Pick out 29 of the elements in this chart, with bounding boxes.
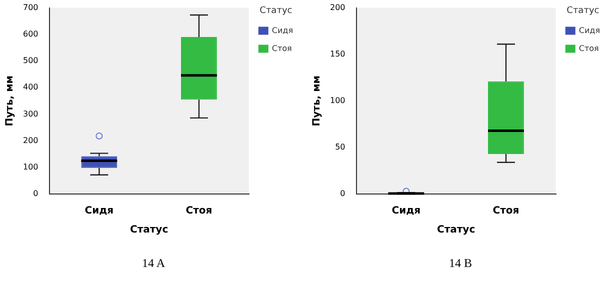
legend-label: Стоя	[272, 44, 292, 53]
legend-title: Статус	[566, 6, 600, 16]
y-axis-title: Путь, мм	[312, 76, 323, 126]
y-tick-label: 0	[33, 189, 38, 198]
x-axis-title: Статус	[130, 224, 168, 236]
y-tick-label: 0	[340, 189, 346, 198]
text: 14 B	[448, 256, 473, 271]
y-tick-label: 150	[330, 49, 346, 58]
y-tick-label: 200	[330, 2, 346, 12]
y-tick-label: 200	[22, 136, 38, 145]
y-axis-title: Путь, мм	[4, 76, 16, 126]
x-axis-title: Статус	[437, 224, 476, 236]
y-tick-label: 50	[335, 142, 346, 152]
text: 14 A	[140, 256, 166, 271]
legend-title: Статус	[260, 6, 292, 16]
legend-label: Сидя	[578, 26, 600, 35]
x-tick-label: Сидя	[84, 206, 114, 217]
y-tick-label: 400	[22, 82, 38, 92]
y-tick-label: 300	[22, 109, 38, 118]
legend-label: Сидя	[272, 26, 294, 35]
legend-label: Стоя	[578, 44, 600, 53]
x-tick-label: Сидя	[392, 206, 421, 217]
y-tick-label: 100	[22, 162, 38, 172]
x-tick-label: Стоя	[186, 206, 212, 217]
y-tick-label: 600	[22, 29, 38, 38]
x-tick-label: Стоя	[492, 206, 520, 217]
y-tick-label: 700	[22, 2, 38, 12]
y-tick-label: 500	[22, 56, 38, 66]
y-tick-label: 100	[330, 96, 346, 105]
